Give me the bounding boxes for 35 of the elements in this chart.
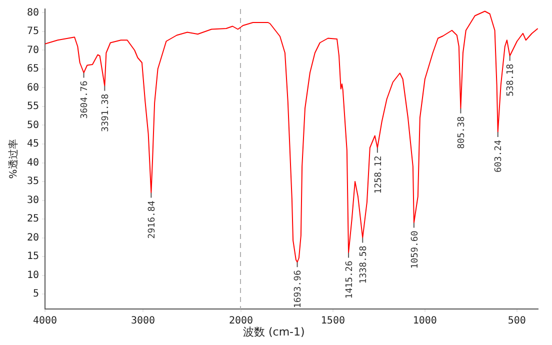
x-tick-label: 500 — [508, 316, 526, 327]
x-tick-label: 4000 — [32, 316, 58, 327]
annotation: 603.24 — [494, 140, 504, 173]
annotation: 3391.38 — [101, 94, 112, 132]
y-tick-label: 5 — [33, 288, 40, 300]
annotation: 1693.96 — [294, 270, 304, 308]
x-tick-label: 2000 — [228, 316, 254, 327]
annotation: 538.18 — [506, 64, 516, 96]
y-tick-label: 40 — [26, 157, 40, 168]
y-tick-label: 50 — [26, 120, 40, 131]
annotation: 2916.84 — [148, 200, 158, 239]
annotation: 1059.60 — [410, 230, 420, 269]
y-tick-label: 25 — [26, 214, 40, 225]
x-tick-label: 3000 — [130, 316, 156, 327]
x-axis-title: 波数 (cm-1) — [243, 325, 305, 338]
y-tick-label: 75 — [26, 26, 40, 38]
y-tick-label: 60 — [26, 82, 40, 94]
y-tick-label: 15 — [26, 251, 40, 262]
annotation: 1415.26 — [344, 260, 355, 299]
annotation: 1258.12 — [374, 156, 384, 194]
y-tick-label: 35 — [26, 176, 40, 188]
y-axis-title: %透过率 — [8, 139, 20, 179]
y-tick-label: 30 — [26, 194, 40, 206]
annotation: 805.38 — [457, 116, 468, 149]
y-tick-label: 65 — [26, 64, 40, 75]
x-tick-label: 1000 — [412, 316, 437, 327]
y-tick-label: 45 — [26, 138, 40, 150]
x-tick-label: 1500 — [320, 316, 345, 327]
annotation: 1338.58 — [358, 246, 369, 284]
y-tick-label: 55 — [26, 101, 40, 112]
annotation: 3604.76 — [80, 80, 90, 119]
y-tick-label: 10 — [26, 270, 40, 281]
y-tick-label: 80 — [26, 7, 40, 18]
y-tick-label: 70 — [26, 44, 40, 56]
y-tick-label: 20 — [26, 232, 40, 244]
